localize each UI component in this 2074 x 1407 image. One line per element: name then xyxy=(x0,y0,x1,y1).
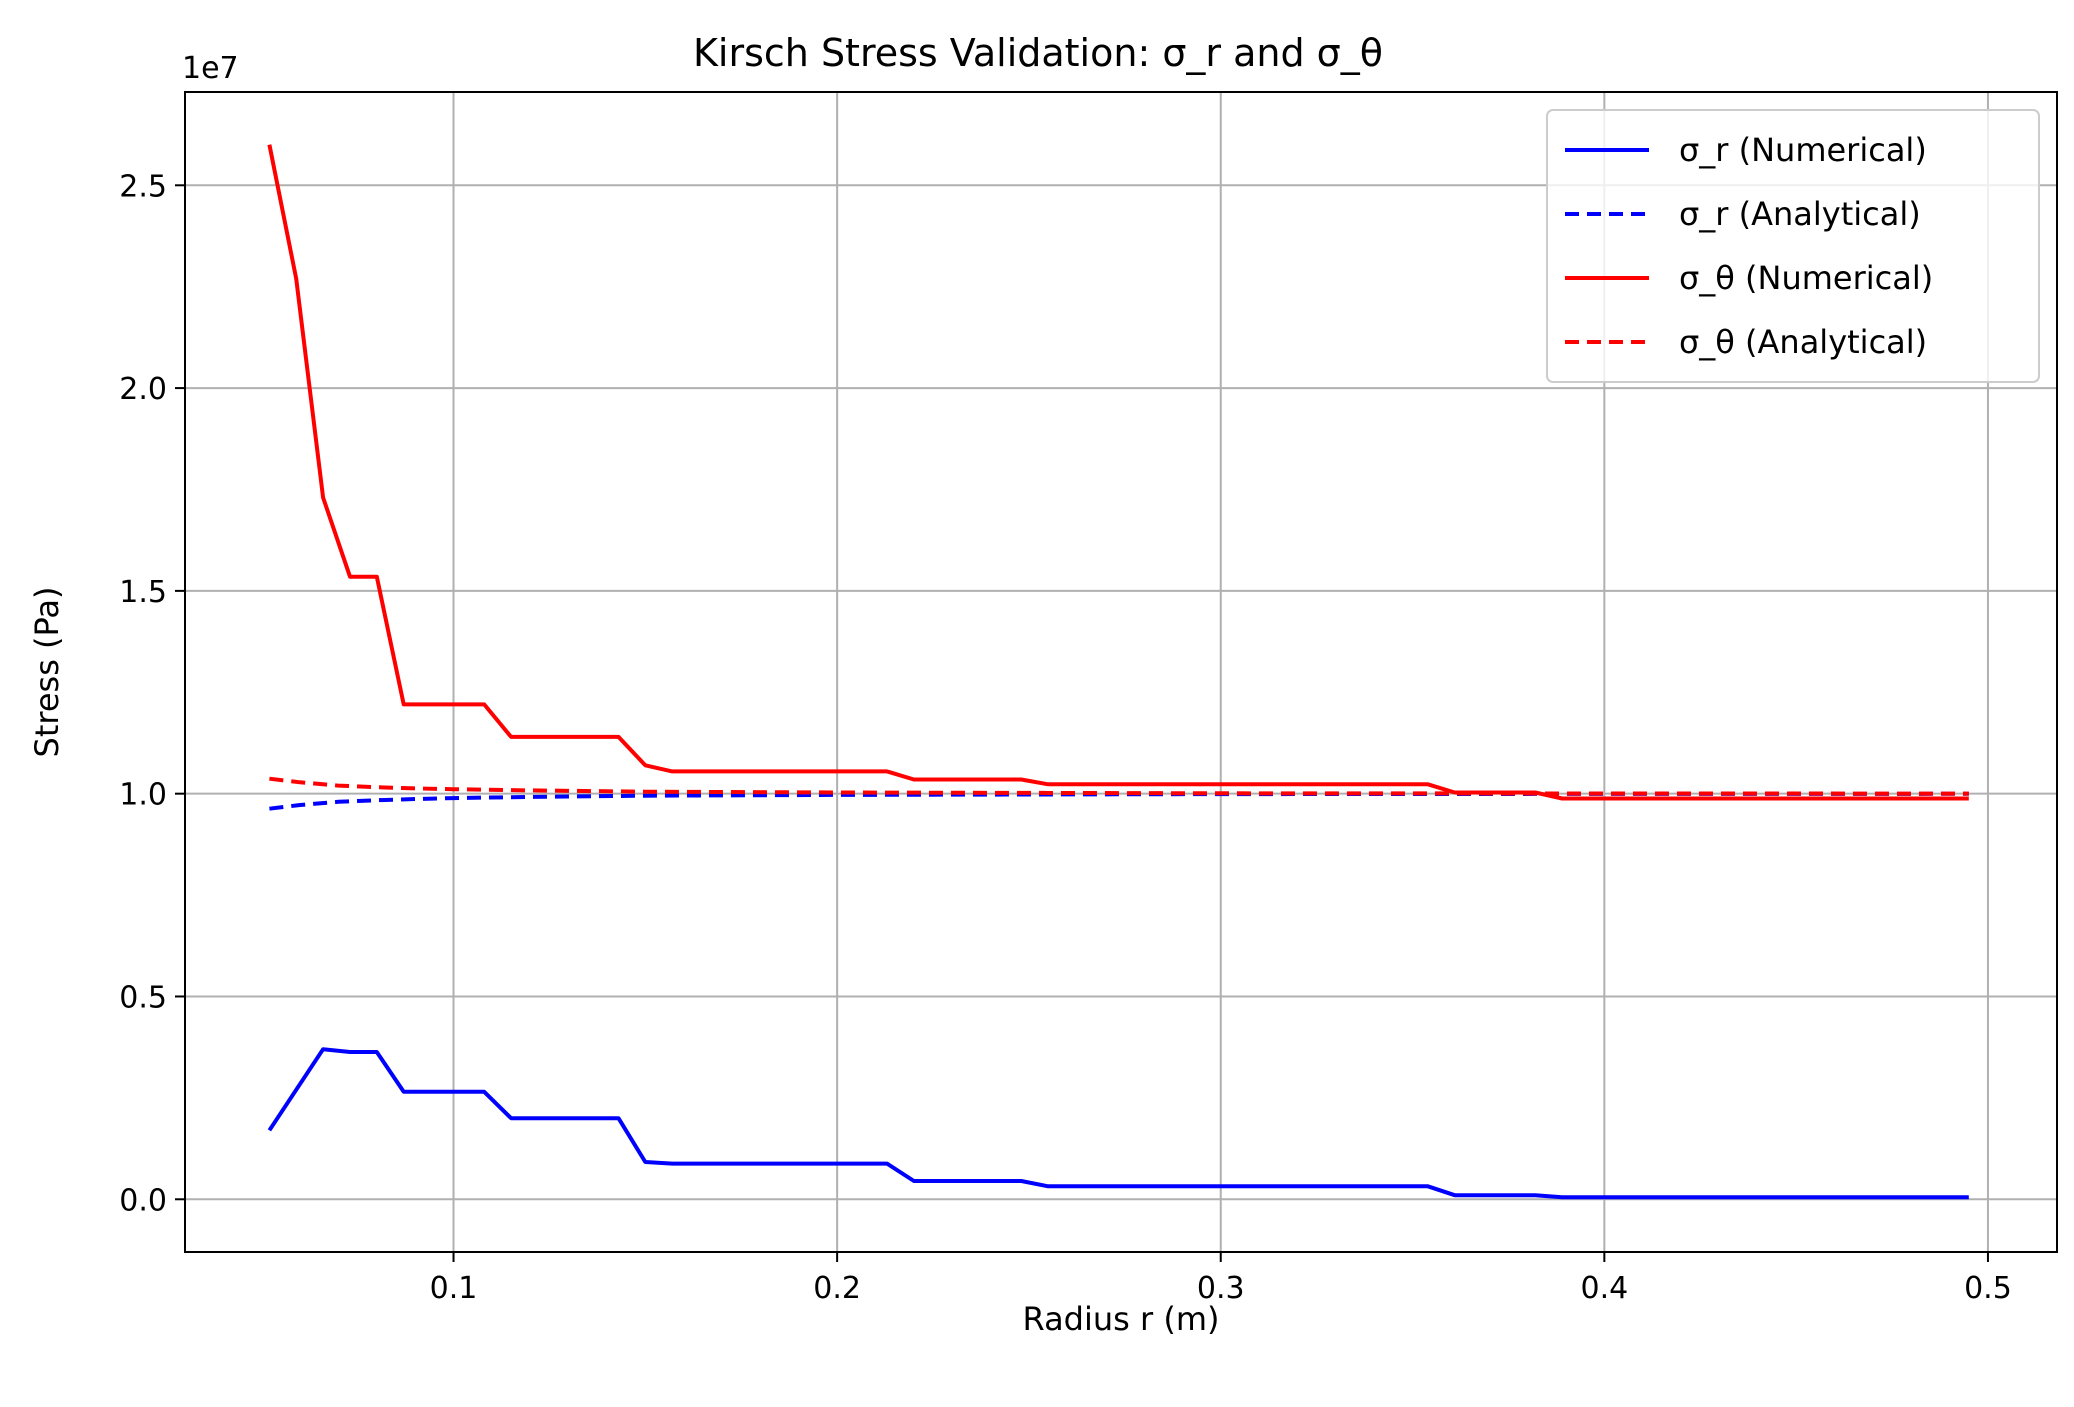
series-line-2 xyxy=(267,144,1969,801)
chart-title: Kirsch Stress Validation: σ_r and σ_θ xyxy=(693,31,1383,75)
legend-box xyxy=(1546,109,2040,383)
x-tick-label: 0.1 xyxy=(430,1271,478,1306)
legend-label-2: σ_θ (Numerical) xyxy=(1679,259,1933,297)
y-tick-label: 0.0 xyxy=(119,1183,167,1218)
y-tick-label: 1.0 xyxy=(119,778,167,813)
ticks: 0.1 0.2 0.3 0.4 0.5 0.0 0.5 1.0 1.5 2.0 2.5 xyxy=(119,169,2012,1306)
x-tick-label: 0.3 xyxy=(1197,1271,1245,1306)
y-tick-label: 1.5 xyxy=(119,575,167,610)
y-axis-label: Stress (Pa) xyxy=(28,587,66,758)
series-line-0 xyxy=(267,1047,1969,1200)
y-tick-label: 2.5 xyxy=(119,169,167,204)
series-line-3 xyxy=(269,776,1969,796)
legend: σ_r (Numerical) σ_r (Analytical) σ_θ (Nume… xyxy=(1546,109,2040,383)
y-tick-label: 0.5 xyxy=(119,980,167,1015)
legend-label-0: σ_r (Numerical) xyxy=(1679,131,1927,169)
x-tick-label: 0.2 xyxy=(813,1271,861,1306)
series-group xyxy=(267,144,1969,1200)
y-tick-label: 2.0 xyxy=(119,372,167,407)
y-offset-label: 1e7 xyxy=(182,51,239,86)
x-tick-label: 0.4 xyxy=(1580,1271,1628,1306)
legend-label-3: σ_θ (Analytical) xyxy=(1679,323,1927,361)
legend-label-1: σ_r (Analytical) xyxy=(1679,195,1921,233)
plot-frame xyxy=(184,91,2058,1253)
x-axis-label: Radius r (m) xyxy=(1023,1300,1220,1338)
x-tick-label: 0.5 xyxy=(1964,1271,2012,1306)
